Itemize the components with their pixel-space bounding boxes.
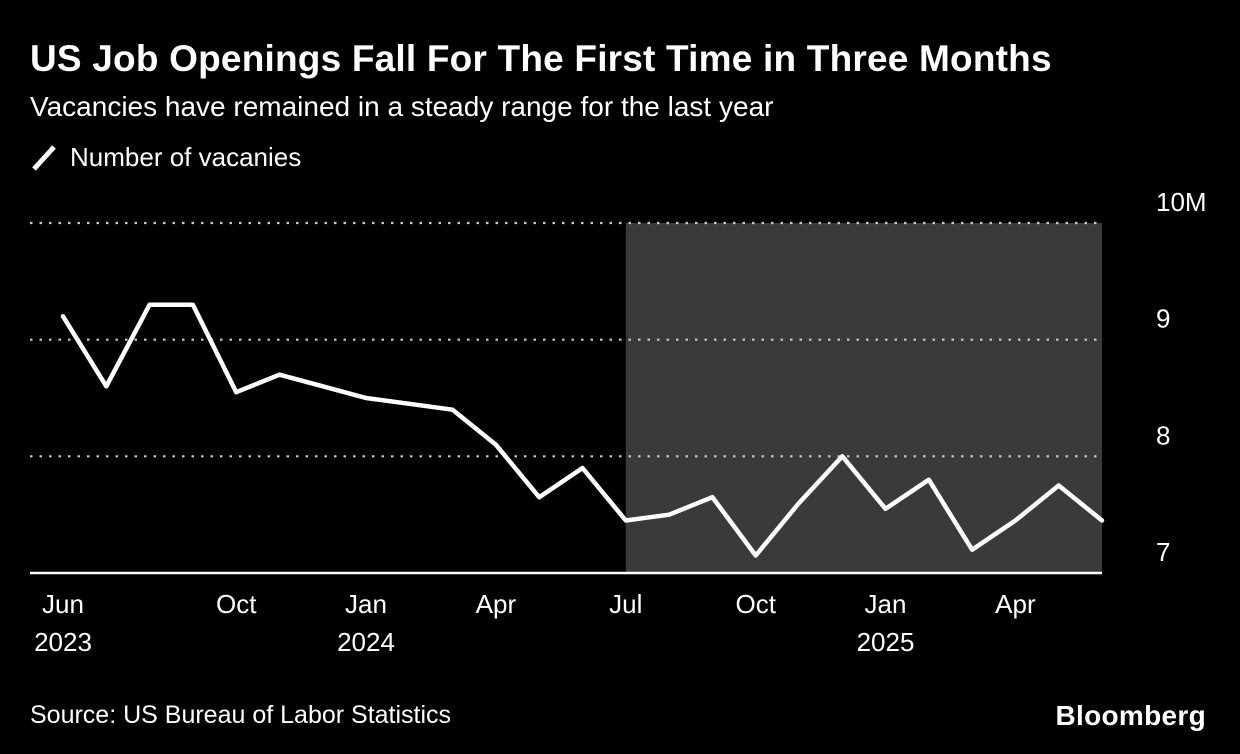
- vacancies-line-series: [60, 302, 1105, 558]
- y-axis-label: 8: [1156, 420, 1170, 450]
- x-tick-month: Apr: [476, 589, 517, 619]
- y-axis-label: 9: [1156, 304, 1170, 334]
- bloomberg-logo: Bloomberg: [1055, 700, 1206, 731]
- x-tick-month: Jun: [42, 589, 84, 619]
- source-text: Source: US Bureau of Labor Statistics: [30, 701, 452, 729]
- line-series-icon: [32, 144, 56, 171]
- legend: Number of vacanies: [30, 142, 301, 173]
- y-axis-label: 7: [1156, 537, 1170, 567]
- x-tick-month: Apr: [995, 589, 1036, 619]
- x-tick-year: 2023: [34, 627, 92, 657]
- x-tick-month: Jul: [609, 589, 642, 619]
- chart-header: US Job Openings Fall For The First Time …: [30, 40, 1052, 123]
- x-tick-year: 2024: [337, 627, 395, 657]
- y-axis-label: 10M: [1156, 187, 1207, 217]
- x-tick-month: Oct: [735, 589, 776, 619]
- chart-area: 10M 9 8 7 Jun 2023 Oct Jan 2024 Apr Jul Oct Jan 2025 A…: [0, 185, 1240, 670]
- chart-title: US Job Openings Fall For The First Time …: [30, 38, 1052, 79]
- chart-subtitle: Vacancies have remained in a steady rang…: [30, 91, 774, 122]
- highlight-region-last-year: [625, 223, 1102, 573]
- x-tick-year: 2025: [857, 627, 915, 657]
- x-tick-month: Jan: [865, 589, 907, 619]
- x-tick-month: Oct: [216, 589, 257, 619]
- legend-label: Number of vacanies: [70, 142, 302, 172]
- vacancies-chart: 10M 9 8 7 Jun 2023 Oct Jan 2024 Apr Jul Oct Jan 2025 A…: [30, 187, 1207, 657]
- x-tick-month: Jan: [345, 589, 387, 619]
